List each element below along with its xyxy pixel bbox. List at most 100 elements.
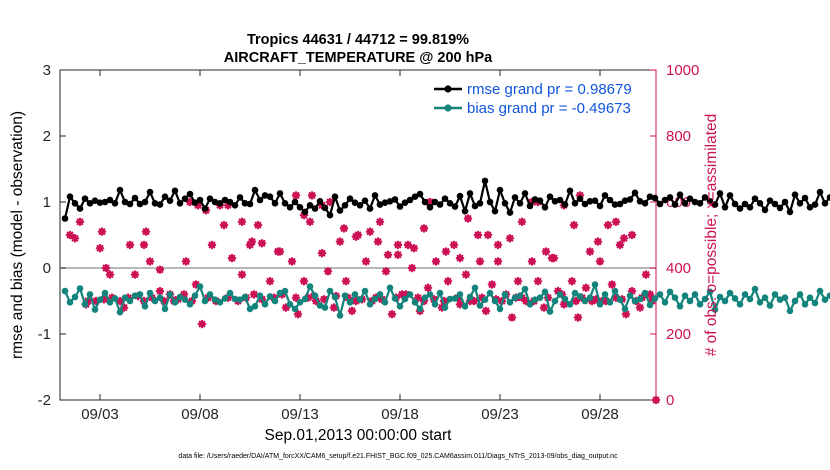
- rmse-point: [266, 193, 274, 200]
- y-tick-label: 3: [43, 62, 51, 79]
- bias-point: [126, 297, 134, 305]
- obs-stroke-d2: [194, 201, 202, 209]
- y2-tick-label: 800: [666, 128, 691, 145]
- rmse-point: [346, 195, 354, 202]
- bias-point: [541, 288, 549, 296]
- rmse-point: [726, 192, 734, 199]
- bias-point: [271, 297, 279, 305]
- y2-tick-label: 0: [666, 392, 674, 409]
- rmse-point: [236, 194, 244, 201]
- rmse-point: [551, 198, 559, 205]
- data-file-footer: data file: /Users/raeder/DAI/ATM_forcXX/…: [178, 453, 618, 460]
- rmse-point: [816, 188, 824, 196]
- bias-point: [341, 292, 349, 300]
- bias-point: [601, 291, 609, 298]
- x-tick-label: 09/03: [81, 406, 119, 423]
- obs-stroke-d2: [330, 304, 338, 312]
- obs-possible-point: [75, 217, 85, 227]
- obs-possible-point: [611, 217, 621, 227]
- obs-stroke-d2: [198, 320, 206, 328]
- bias-point: [736, 301, 744, 308]
- bias-point: [246, 305, 254, 313]
- bias-point: [616, 296, 624, 304]
- obs-stroke-d2: [394, 251, 402, 259]
- obs-possible-point: [247, 237, 257, 246]
- rmse-point: [76, 205, 84, 212]
- bias-point: [826, 292, 830, 299]
- obs-stroke-d2: [554, 287, 562, 295]
- rmse-point: [86, 200, 94, 207]
- bias-point: [521, 285, 529, 293]
- bias-point: [821, 296, 829, 304]
- obs-possible-point: [323, 267, 333, 276]
- bias-point: [131, 292, 139, 300]
- x-tick-label: 09/18: [381, 406, 419, 423]
- obs-possible-point: [249, 290, 259, 299]
- obs-stroke-d2: [494, 241, 502, 249]
- bias-point: [386, 284, 394, 292]
- y2-tick-label: 1000: [666, 62, 699, 79]
- bias-point: [561, 295, 569, 303]
- rmse-point: [101, 198, 109, 206]
- obs-stroke-d2: [131, 271, 139, 279]
- bias-point: [306, 283, 314, 290]
- obs-possible-point: [291, 191, 301, 200]
- rmse-point: [701, 194, 709, 201]
- rmse-point: [801, 194, 809, 202]
- obs-stroke-d2: [560, 300, 568, 308]
- bias-point: [801, 301, 809, 308]
- bias-point: [446, 295, 454, 303]
- rmse-point: [356, 202, 364, 209]
- bias-point: [66, 299, 74, 306]
- rmse-point: [596, 202, 604, 210]
- rmse-point: [661, 196, 669, 204]
- bias-point: [791, 297, 799, 305]
- obs-possible-point: [155, 265, 165, 274]
- obs-possible-point: [341, 276, 351, 286]
- bias-point: [171, 299, 179, 306]
- bias-point: [646, 301, 654, 309]
- obs-possible-point: [207, 240, 217, 250]
- rmse-point: [421, 198, 429, 206]
- x-tick-label: 09/13: [281, 406, 319, 423]
- rmse-point: [746, 204, 754, 211]
- bias-point: [726, 289, 734, 297]
- obs-possible-point: [373, 237, 383, 246]
- obs-possible-point: [237, 270, 247, 279]
- obs-stroke-d2: [156, 287, 164, 295]
- rmse-point: [486, 198, 494, 206]
- rmse-point: [326, 211, 334, 219]
- obs-stroke-d2: [568, 277, 576, 285]
- obs-possible-point: [383, 250, 393, 260]
- bias-point: [741, 291, 749, 298]
- bias-point: [501, 291, 509, 298]
- obs-stroke-d2: [238, 218, 246, 226]
- obs-possible-point: [307, 191, 317, 200]
- bias-point: [161, 305, 169, 313]
- rmse-point: [796, 200, 804, 207]
- bias-point: [76, 285, 84, 292]
- bias-point: [546, 308, 554, 315]
- bias-point: [766, 302, 774, 309]
- rmse-point: [466, 190, 474, 197]
- obs-possible-point: [571, 296, 581, 306]
- rmse-point: [791, 191, 799, 198]
- obs-possible-point: [65, 230, 75, 240]
- obs-possible-point: [375, 217, 385, 227]
- rmse-point: [441, 195, 449, 202]
- bias-point: [266, 293, 274, 300]
- obs-possible-point: [237, 217, 247, 227]
- bias-point: [551, 297, 559, 305]
- obs-possible-point: [339, 224, 349, 233]
- bias-point: [396, 303, 404, 310]
- obs-stroke-d2: [426, 198, 434, 206]
- obs-possible-point: [493, 240, 503, 250]
- bias-point: [596, 301, 604, 308]
- obs-stroke-d2: [534, 277, 542, 285]
- bias-point: [751, 285, 759, 293]
- obs-stroke-d2: [622, 310, 630, 318]
- bias-point: [101, 289, 109, 297]
- bias-point: [471, 284, 479, 292]
- bias-point: [731, 295, 739, 302]
- obs-stroke-d2: [594, 238, 602, 246]
